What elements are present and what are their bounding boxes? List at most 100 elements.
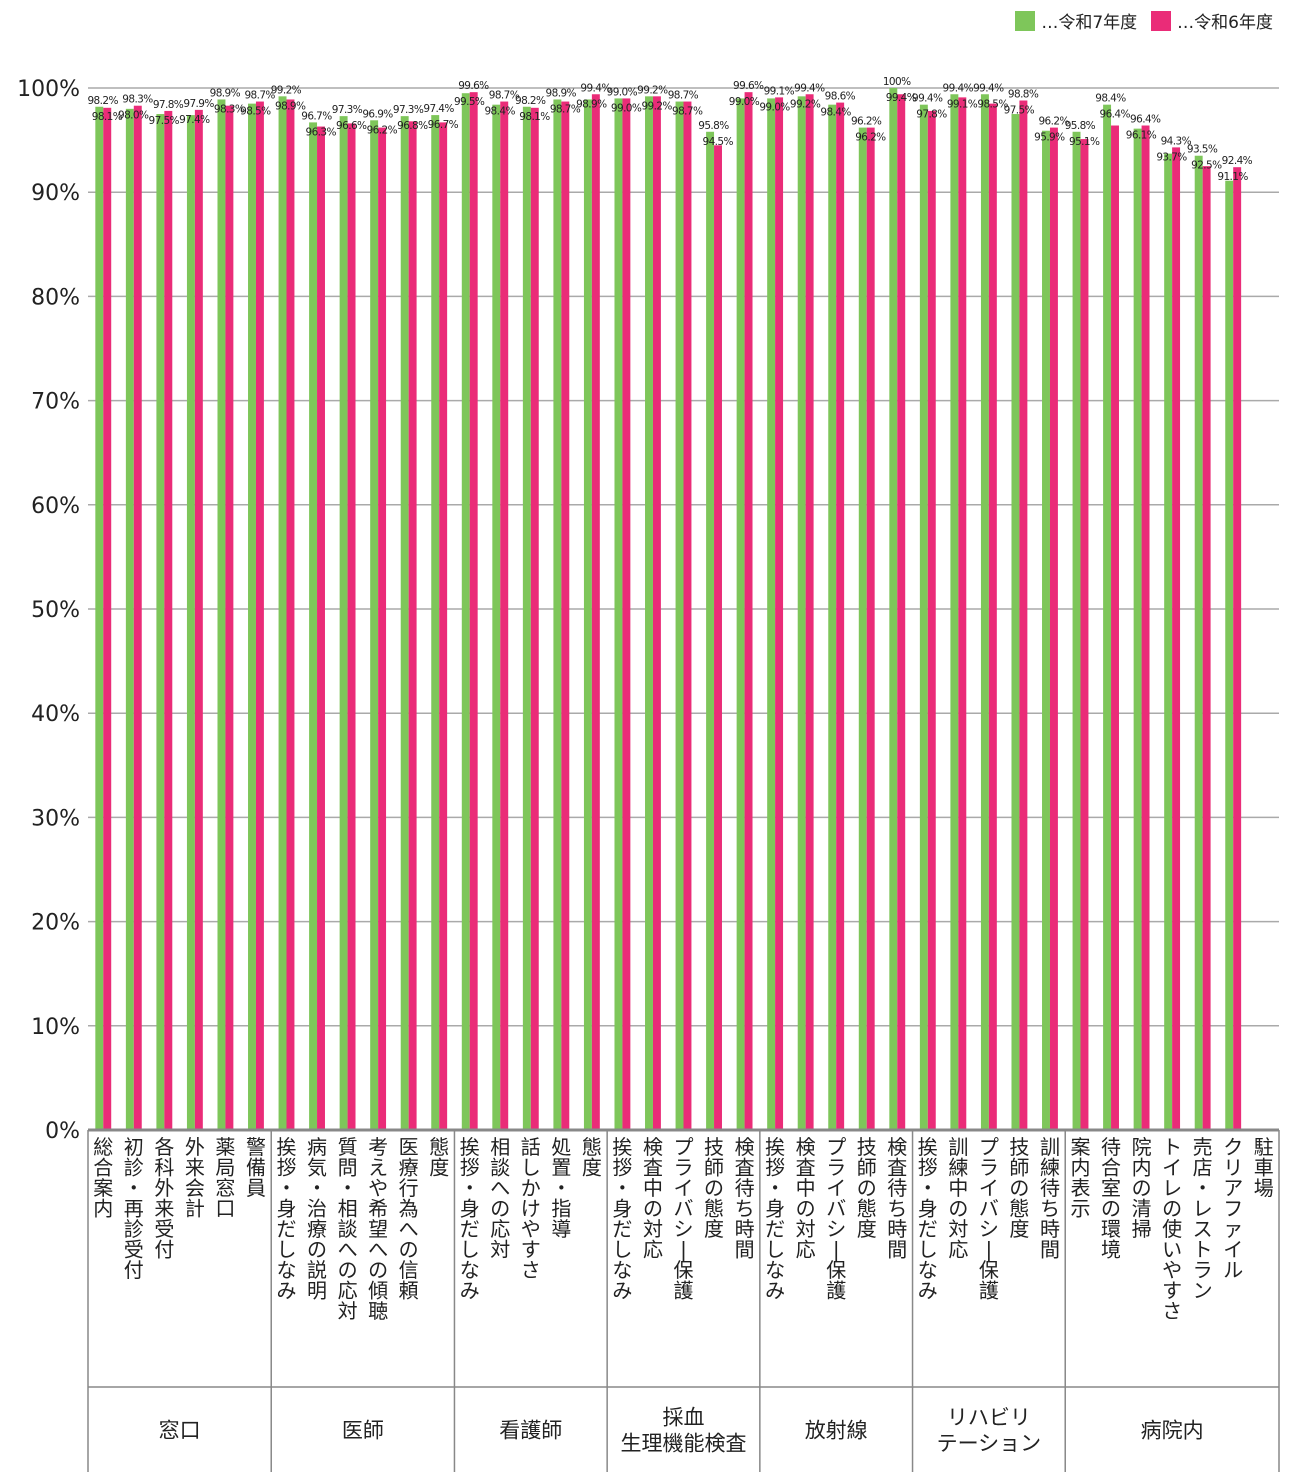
x-tick-label: 各科外来受付	[154, 1135, 174, 1262]
bar-r6	[408, 121, 417, 1131]
bar-r7	[370, 120, 379, 1130]
data-label-r7: 99.2%	[637, 84, 668, 96]
data-label-r7: 98.4%	[1095, 93, 1126, 105]
bar-r7	[950, 94, 959, 1131]
data-label-r7: 98.7%	[668, 90, 699, 102]
legend-label-r7: …令和7年度	[1041, 13, 1138, 33]
data-label-r7: 99.0%	[607, 86, 638, 98]
bar-r6	[683, 101, 692, 1130]
bar-r6	[1141, 125, 1150, 1130]
data-label-r7: 99.2%	[790, 98, 821, 110]
bar-r7	[1164, 153, 1173, 1130]
data-label-r6: 98.7%	[550, 103, 581, 115]
bar-r6	[561, 101, 570, 1130]
data-label-r6: 96.8%	[397, 120, 428, 132]
y-tick-label: 40%	[31, 702, 80, 727]
bar-r6	[194, 109, 203, 1130]
group-label: 医師	[342, 1419, 384, 1443]
data-label-r6: 99.6%	[458, 80, 489, 92]
bar-r6	[927, 110, 936, 1130]
data-label-r6: 98.1%	[92, 111, 123, 123]
bar-r6	[347, 123, 356, 1131]
bar-r6	[317, 126, 325, 1130]
bar-r7	[278, 96, 287, 1131]
legend-label-r6: …令和6年度	[1177, 13, 1273, 33]
bar-r6	[744, 92, 753, 1131]
data-label-r7: 97.4%	[179, 114, 210, 126]
bar-r6	[897, 94, 906, 1131]
x-tick-label: 総合案内	[93, 1135, 113, 1221]
data-label-r6: 96.4%	[1130, 114, 1161, 126]
data-label-r6: 98.3%	[122, 94, 153, 106]
bar-r6	[500, 101, 509, 1130]
x-tick-label: 技師の態度	[704, 1135, 724, 1241]
x-tick-label: 話しかけやすさ	[521, 1135, 541, 1282]
x-tick-label: 態度	[582, 1135, 602, 1180]
bar-r6	[286, 99, 295, 1130]
x-tick-label: 検査待ち時間	[735, 1135, 755, 1262]
x-tick-label: 挨拶・身だしなみ	[277, 1135, 297, 1303]
group-label: リハビリテーション	[937, 1406, 1042, 1456]
bar-r7	[736, 98, 745, 1130]
x-tick-label: 検査中の対応	[643, 1135, 663, 1262]
y-tick-label: 60%	[31, 494, 80, 519]
bar-r6	[866, 127, 875, 1130]
data-label-r7: 96.9%	[362, 108, 393, 120]
data-label-r6: 96.6%	[336, 120, 367, 132]
data-label-r7: 97.5%	[149, 115, 180, 127]
y-tick-label: 70%	[31, 390, 80, 415]
data-label-r7: 98.5%	[240, 106, 271, 118]
x-tick-label: 挨拶・身だしなみ	[765, 1135, 785, 1303]
bar-r6	[591, 94, 600, 1131]
x-tick-label: 薬局窓口	[215, 1135, 235, 1221]
data-label-r7: 99.0%	[759, 101, 790, 113]
data-label-r6: 96.4%	[1100, 109, 1131, 121]
bar-r6	[836, 102, 845, 1130]
group-label: 採血生理機能検査	[621, 1406, 747, 1456]
bar-r7	[645, 96, 653, 1131]
bar-r6	[225, 105, 234, 1131]
x-tick-label: 訓練中の対応	[948, 1135, 968, 1262]
bar-r6	[1202, 166, 1211, 1130]
x-tick-label: 相談への応対	[490, 1135, 510, 1262]
bar-r7	[1194, 155, 1203, 1131]
data-label-r6: 99.1%	[764, 85, 795, 97]
data-label-r6: 98.7%	[489, 90, 520, 102]
x-tick-label: 警備員	[246, 1135, 266, 1200]
bar-r6	[164, 110, 173, 1130]
data-label-r6: 99.4%	[794, 82, 825, 94]
y-tick-label: 10%	[31, 1015, 80, 1040]
group-label: 窓口	[159, 1419, 201, 1443]
x-tick-label: 初診・再診受付	[124, 1135, 144, 1282]
data-label-r6: 98.8%	[1008, 89, 1039, 101]
x-tick-label: 質問・相談への応対	[338, 1135, 358, 1323]
bar-r6	[1080, 139, 1089, 1131]
bar-r7	[431, 115, 440, 1131]
y-tick-label: 20%	[31, 911, 80, 936]
bar-r7	[919, 104, 928, 1130]
x-tick-label: クリアファイル	[1223, 1135, 1243, 1282]
data-label-r7: 93.5%	[1187, 144, 1218, 156]
x-tick-label: 挨拶・身だしなみ	[612, 1135, 632, 1303]
data-label-r7: 91.1%	[1217, 171, 1248, 183]
data-label-r7: 99.4%	[912, 93, 943, 105]
data-label-r7: 98.4%	[484, 106, 515, 118]
bar-r7	[125, 108, 134, 1131]
data-label-r7: 99.0%	[729, 96, 760, 108]
data-label-r6: 97.8%	[153, 99, 184, 111]
data-label-r7: 95.8%	[1065, 120, 1096, 132]
legend-swatch-r7	[1015, 10, 1036, 31]
data-label-r7: 93.7%	[1156, 151, 1187, 163]
group-label: 看護師	[499, 1419, 562, 1443]
y-tick-label: 80%	[31, 285, 80, 310]
y-tick-label: 90%	[31, 181, 80, 206]
data-label-r6: 96.7%	[428, 119, 459, 131]
data-label-r6: 99.6%	[733, 80, 764, 92]
x-tick-label: 考えや希望への傾聴	[368, 1135, 388, 1323]
data-label-r7: 98.9%	[210, 87, 241, 99]
bar-r6	[775, 97, 784, 1130]
bar-r6	[378, 127, 387, 1130]
legend: …令和7年度 …令和6年度	[1015, 8, 1281, 33]
bar-r6	[622, 98, 631, 1130]
data-label-r7: 95.8%	[698, 120, 729, 132]
